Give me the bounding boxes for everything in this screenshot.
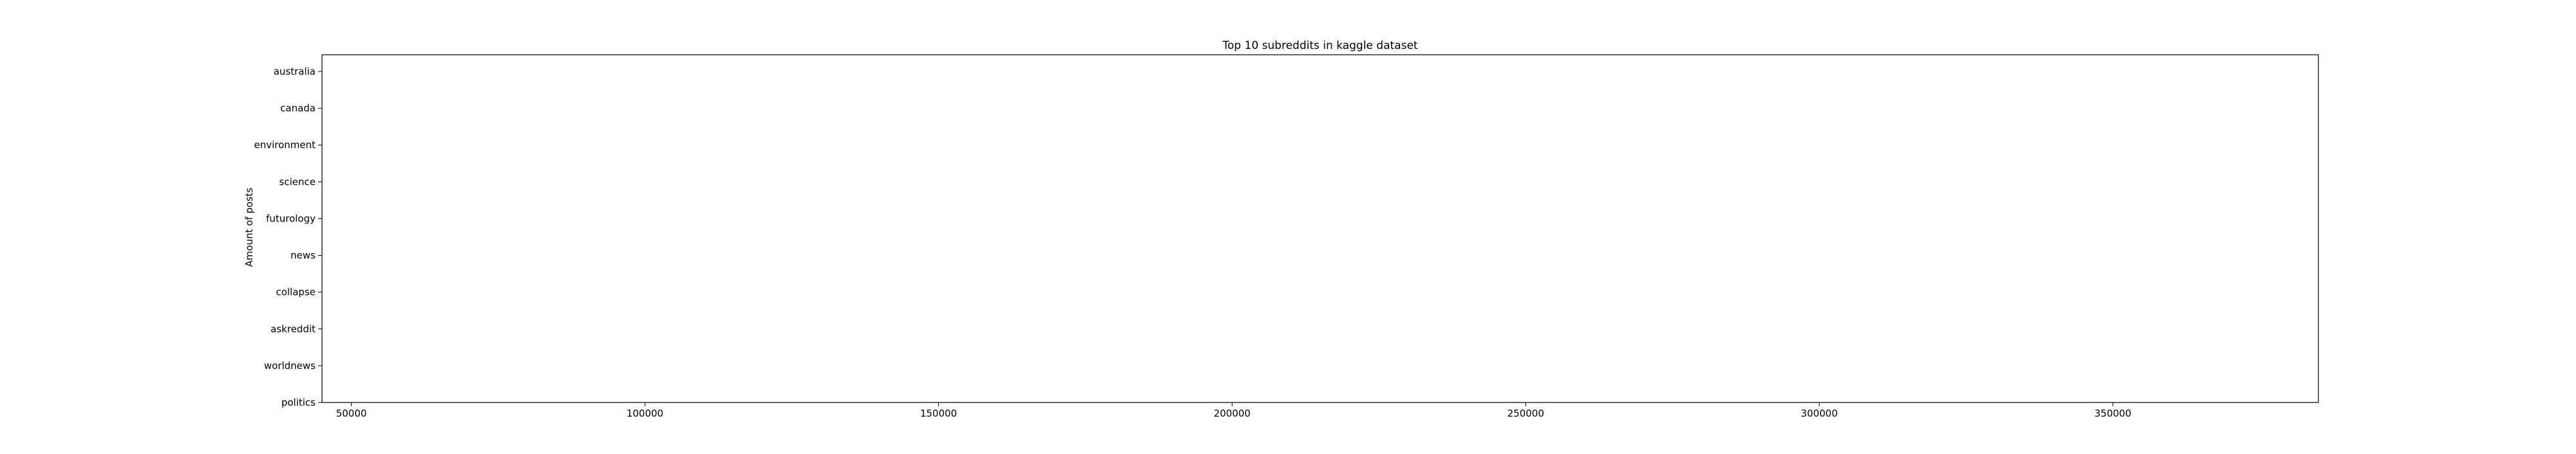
y-tick-label: politics bbox=[281, 397, 316, 408]
y-tick-label: futurology bbox=[266, 213, 316, 224]
x-tick-label: 100000 bbox=[627, 408, 663, 419]
x-tick-label: 150000 bbox=[920, 408, 957, 419]
y-axis-label: Amount of posts bbox=[243, 187, 255, 267]
y-tick-label: news bbox=[290, 250, 316, 261]
x-axis-ticks: 50000 100000 150000 200000 250000 300000 35000… bbox=[336, 402, 2132, 419]
y-tick-label: science bbox=[279, 176, 316, 187]
y-tick-label: collapse bbox=[276, 287, 316, 298]
x-tick-label: 350000 bbox=[2094, 408, 2131, 419]
y-tick-label: canada bbox=[280, 102, 316, 114]
x-tick-label: 250000 bbox=[1507, 408, 1544, 419]
chart-title: Top 10 subreddits in kaggle dataset bbox=[1222, 39, 1417, 52]
plot-frame bbox=[321, 54, 2319, 403]
y-tick-label: australia bbox=[274, 66, 316, 77]
y-tick-label: environment bbox=[254, 139, 316, 151]
x-tick-label: 50000 bbox=[336, 408, 367, 419]
x-tick-label: 300000 bbox=[1801, 408, 1837, 419]
y-tick-label: worldnews bbox=[264, 360, 316, 372]
x-tick-label: 200000 bbox=[1214, 408, 1251, 419]
y-tick-label: askreddit bbox=[270, 323, 316, 335]
y-axis-ticks: australia canada environment science futurol… bbox=[254, 66, 322, 408]
